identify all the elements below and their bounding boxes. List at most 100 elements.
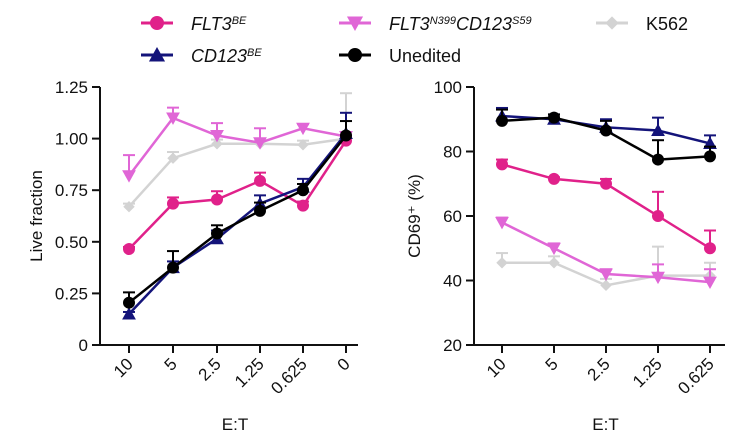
point-flt3 xyxy=(297,199,309,212)
point-flt3 xyxy=(254,174,266,187)
x-tick-label: 2.5 xyxy=(584,354,614,384)
point-cd123 xyxy=(122,307,136,320)
x-tick-label: 10 xyxy=(110,354,137,381)
legend-marker xyxy=(148,46,166,62)
x-tick-label: 0.625 xyxy=(267,354,311,398)
point-unedited xyxy=(652,153,664,166)
point-flt3 xyxy=(496,158,508,171)
point-double xyxy=(253,137,267,150)
legend-label-base: CD123 xyxy=(456,14,512,34)
point-flt3 xyxy=(123,243,135,256)
point-double xyxy=(703,276,717,290)
series-flt3 xyxy=(123,134,352,256)
y-tick-label: 1.00 xyxy=(55,130,88,149)
point-unedited xyxy=(297,184,309,197)
legend-label-sup: BE xyxy=(232,15,247,27)
point-k562 xyxy=(496,257,508,269)
legend-label: Unedited xyxy=(389,46,461,66)
x-axis-title: E:T xyxy=(592,415,618,434)
point-unedited xyxy=(211,227,223,240)
point-double xyxy=(210,129,224,143)
point-flt3 xyxy=(548,172,560,185)
y-tick-label: 0.75 xyxy=(55,181,88,200)
line-double xyxy=(128,116,347,177)
legend-item-cd123: CD123BE xyxy=(141,46,262,66)
point-k562 xyxy=(600,279,612,292)
legend-label-base: CD123 xyxy=(191,46,247,66)
x-tick-label: 5 xyxy=(542,354,562,374)
point-unedited xyxy=(254,204,266,217)
x-tick-label: 5 xyxy=(161,354,181,374)
legend-label: CD123BE xyxy=(191,46,262,66)
y-tick-label: 0.25 xyxy=(55,284,88,303)
point-k562 xyxy=(548,257,560,269)
legend-label: FLT3N399CD123S59 xyxy=(389,14,532,34)
point-unedited xyxy=(340,129,352,142)
y-axis-title: Live fraction xyxy=(27,170,46,262)
cd69-chart: 20 40 60 80 100 10 5 2.5 1.25 0.625 E:T CD69⁺ (%) xyxy=(405,78,725,434)
point-double xyxy=(599,268,613,281)
point-flt3 xyxy=(600,177,612,190)
series-double xyxy=(495,216,717,290)
point-double xyxy=(166,112,180,125)
legend-item-double: FLT3N399CD123S59 xyxy=(339,14,532,34)
y-tick-label: 0.50 xyxy=(55,233,88,252)
line-flt3 xyxy=(128,139,348,250)
point-k562 xyxy=(167,152,179,164)
legend-marker xyxy=(348,48,362,62)
y-tick-label: 0 xyxy=(79,336,88,355)
legend-item-k562: K562 xyxy=(596,14,688,34)
point-unedited xyxy=(548,111,560,124)
x-tick-label: 0 xyxy=(334,354,354,374)
y-tick-label: 40 xyxy=(443,272,462,291)
legend-label-sup: S59 xyxy=(512,15,532,27)
legend-label-base: FLT3 xyxy=(191,14,232,34)
y-tick-label: 1.25 xyxy=(55,78,88,97)
point-double xyxy=(495,216,509,230)
x-tick-label: 10 xyxy=(483,354,510,381)
point-double xyxy=(547,242,561,256)
point-flt3 xyxy=(704,242,716,255)
y-tick-label: 60 xyxy=(443,207,462,226)
legend-label: FLT3BE xyxy=(191,14,247,34)
legend-label: K562 xyxy=(646,14,688,34)
line-k562 xyxy=(128,137,347,208)
point-double xyxy=(651,271,665,285)
point-double xyxy=(296,122,310,136)
point-unedited xyxy=(600,124,612,137)
legend-label-base: FLT3 xyxy=(389,14,430,34)
legend-label-sup: N399 xyxy=(430,15,456,27)
series-flt3 xyxy=(496,158,716,255)
legend-label-base: K562 xyxy=(646,14,688,34)
line-unedited xyxy=(128,134,347,304)
point-k562 xyxy=(123,201,135,213)
y-tick-label: 80 xyxy=(443,143,462,162)
legend-item-unedited: Unedited xyxy=(339,46,461,66)
legend-marker xyxy=(605,16,619,30)
point-unedited xyxy=(496,114,508,127)
legend-item-flt3: FLT3BE xyxy=(141,14,247,34)
series-unedited xyxy=(496,108,716,166)
legend-label-base: Unedited xyxy=(389,46,461,66)
legend-label-sup: BE xyxy=(247,47,262,59)
y-axis-title: CD69⁺ (%) xyxy=(405,174,424,258)
line-flt3 xyxy=(501,163,711,250)
point-flt3 xyxy=(211,193,223,206)
point-cd123 xyxy=(651,123,665,137)
x-tick-label: 0.625 xyxy=(674,354,718,398)
legend-marker xyxy=(346,16,364,32)
x-tick-label: 1.25 xyxy=(231,354,268,391)
point-flt3 xyxy=(652,210,664,222)
point-unedited xyxy=(167,261,179,274)
y-tick-label: 100 xyxy=(434,78,462,97)
point-unedited xyxy=(704,150,716,163)
series-k562 xyxy=(123,92,352,213)
point-double xyxy=(122,170,136,183)
series-unedited xyxy=(123,120,352,309)
point-k562 xyxy=(211,138,223,150)
point-unedited xyxy=(123,296,135,309)
x-tick-label: 1.25 xyxy=(629,354,666,391)
point-flt3 xyxy=(167,197,179,210)
